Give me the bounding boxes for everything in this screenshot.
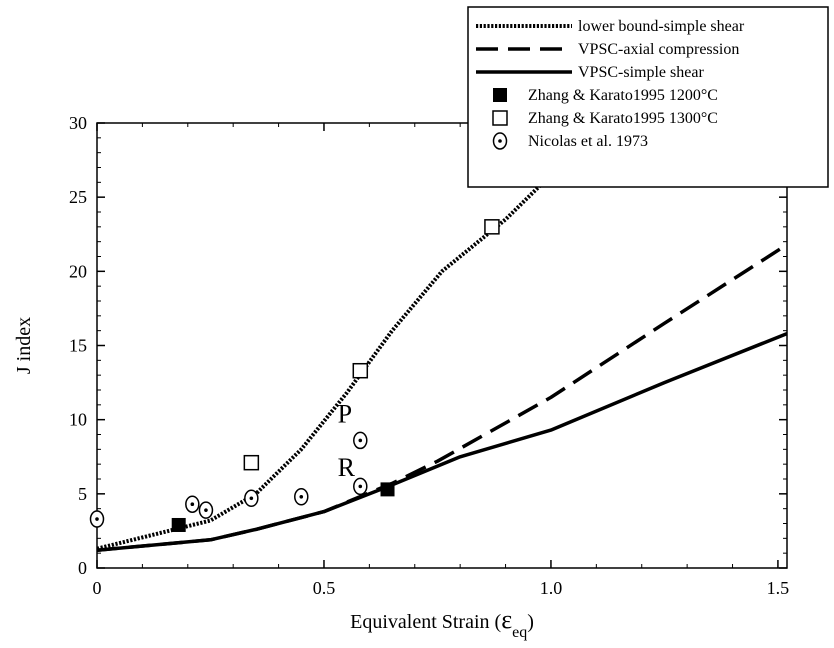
legend-label: Zhang & Karato1995 1300°C <box>528 110 718 127</box>
legend-label: lower bound-simple shear <box>578 18 745 35</box>
legend: lower bound-simple shear VPSC-axial compr… <box>467 6 829 188</box>
marker-filled-square <box>380 482 395 497</box>
y-tick-label: 25 <box>69 187 87 207</box>
legend-swatch-dotted-circle-dot <box>498 139 502 143</box>
legend-swatch-open-square <box>492 110 508 126</box>
plot-frame <box>96 122 788 569</box>
annotation-P: P <box>338 400 352 429</box>
x-axis-title-text: Equivalent Strain ( <box>350 611 501 633</box>
axes: 0 5 10 15 20 25 30 0 0.5 1.0 1.5 <box>69 113 789 598</box>
legend-label: Nicolas et al. 1973 <box>528 133 648 150</box>
x-tick-label: 1.0 <box>540 578 563 598</box>
marker-dotted-circle <box>89 510 105 528</box>
series-layer <box>97 151 787 552</box>
marker-dotted-circle-dot <box>358 438 363 443</box>
marker-dotted-circle-dot <box>95 517 99 521</box>
legend-swatch-dotted-circle <box>492 132 508 150</box>
y-tick-label: 20 <box>69 261 87 281</box>
marker-open-square <box>352 362 369 379</box>
y-tick-label: 0 <box>78 558 87 578</box>
marker-dotted-circle-dot <box>249 496 254 501</box>
legend-box <box>467 6 829 188</box>
marker-filled-square <box>171 517 186 532</box>
annotation-R: R <box>338 453 356 482</box>
legend-label: VPSC-axial compression <box>578 41 739 58</box>
marker-dotted-circle-dot <box>299 495 304 499</box>
marker-dotted-circle <box>294 488 309 506</box>
series-line-dashed <box>97 243 787 552</box>
marker-open-square <box>484 219 500 235</box>
x-axis-title: Equivalent Strain (εeq) <box>350 605 534 641</box>
marker-dotted-circle <box>244 489 259 508</box>
marker-dotted-circle <box>353 477 368 496</box>
annotation-layer: PR <box>338 400 356 482</box>
marker-dotted-circle <box>185 495 200 513</box>
legend-label: Zhang & Karato1995 1200°C <box>528 87 718 104</box>
y-tick-label: 30 <box>69 113 87 133</box>
x-axis-title-symbol: ε <box>501 605 512 634</box>
marker-open-square <box>243 454 260 471</box>
y-tick-label: 15 <box>69 336 87 356</box>
series-line-dotted <box>97 151 575 551</box>
x-tick-label: 0.5 <box>313 578 336 598</box>
legend-swatch-filled-square <box>493 88 507 102</box>
x-axis-title-close: ) <box>527 611 534 633</box>
x-tick-label: 1.5 <box>767 578 790 598</box>
legend-label: VPSC-simple shear <box>578 64 704 81</box>
marker-dotted-circle-dot <box>204 508 208 512</box>
marker-dotted-circle <box>353 431 368 450</box>
y-tick-label: 10 <box>69 410 87 430</box>
marker-dotted-circle-dot <box>190 502 195 507</box>
y-tick-label: 5 <box>78 484 87 504</box>
y-axis-title: J index <box>13 317 35 374</box>
x-axis-title-subscript: eq <box>512 624 527 641</box>
marker-dotted-circle <box>198 501 214 519</box>
x-tick-label: 0 <box>93 578 102 598</box>
series-line-solid <box>97 331 787 552</box>
marker-layer <box>89 219 500 532</box>
marker-dotted-circle-dot <box>358 484 363 489</box>
